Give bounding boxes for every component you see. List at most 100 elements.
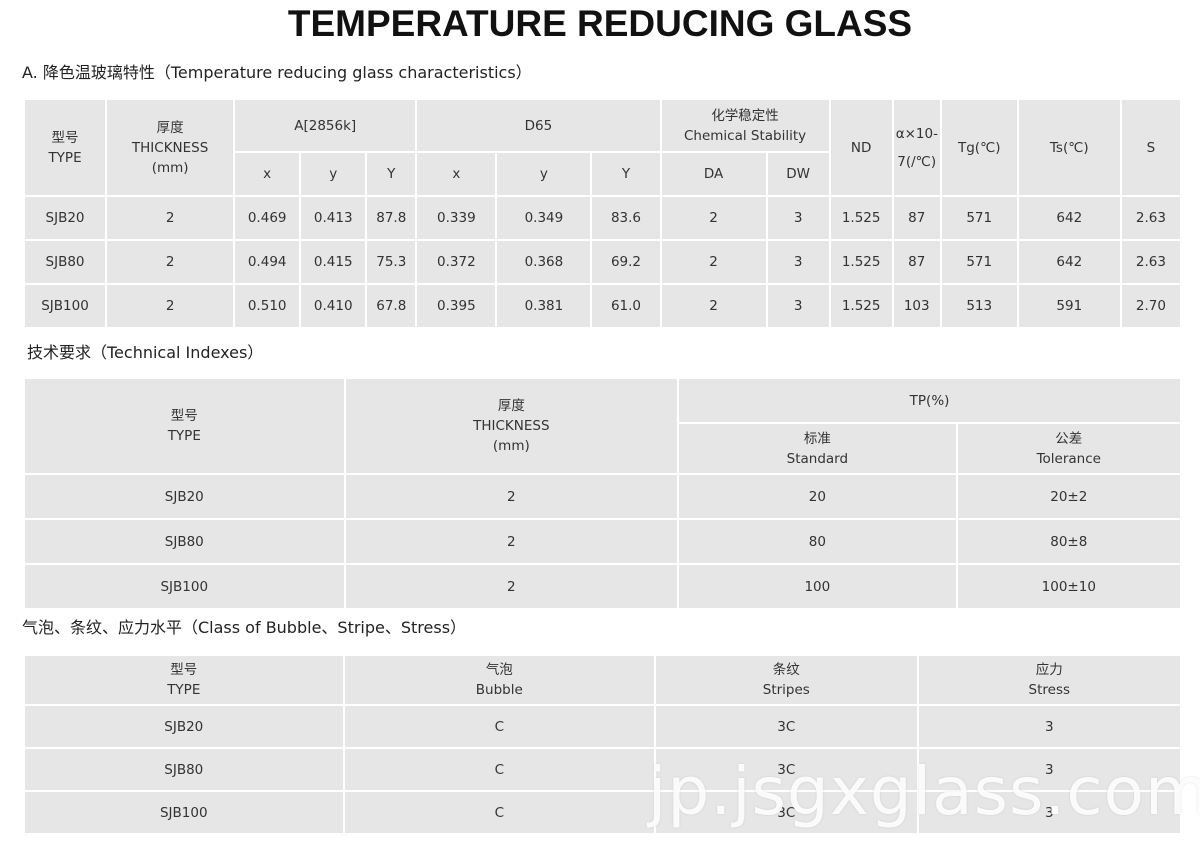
table-row: SJB80 C 3C 3 [25, 749, 1180, 790]
cell-thickness: 2 [345, 475, 678, 518]
cell-tg: 571 [941, 241, 1017, 283]
cell-a-Y: 67.8 [367, 285, 416, 327]
cell-stripes: 3C [656, 749, 917, 790]
header-stress: 应力 Stress [918, 656, 1180, 704]
header-type: 型号 TYPE [25, 379, 344, 473]
cell-bubble: C [344, 792, 655, 833]
cell-a-Y: 87.8 [367, 197, 416, 239]
cell-type: SJB20 [25, 475, 344, 518]
cell-a-x: 0.469 [235, 197, 300, 239]
cell-tolerance: 20±2 [957, 475, 1180, 518]
cell-s: 2.63 [1121, 241, 1180, 283]
cell-d-y: 0.381 [497, 285, 591, 327]
cell-dw: 3 [767, 285, 829, 327]
header-thickness: 厚度 THICKNESS (mm) [107, 100, 234, 195]
cell-type: SJB80 [25, 749, 343, 790]
header-tg: Tg(℃) [941, 100, 1017, 195]
header-tolerance: 公差 Tolerance [957, 424, 1180, 473]
table-row: SJB20 2 20 20±2 [25, 475, 1180, 518]
header-d65: D65 [417, 100, 660, 151]
table-row: SJB80 2 80 80±8 [25, 520, 1180, 563]
cell-tolerance: 100±10 [957, 565, 1180, 608]
cell-type: SJB20 [25, 706, 343, 747]
cell-s: 2.63 [1121, 197, 1180, 239]
header-ts: Ts(℃) [1018, 100, 1120, 195]
header-standard: 标准 Standard [679, 424, 956, 473]
cell-ts: 642 [1018, 197, 1120, 239]
cell-stripes: 3C [656, 706, 917, 747]
cell-nd: 1.525 [830, 197, 892, 239]
cell-d-x: 0.395 [417, 285, 496, 327]
cell-type: SJB80 [25, 241, 106, 283]
cell-tg: 571 [941, 197, 1017, 239]
cell-a-x: 0.494 [235, 241, 300, 283]
cell-da: 2 [661, 241, 766, 283]
cell-type: SJB100 [25, 792, 343, 833]
cell-type: SJB100 [25, 565, 344, 608]
cell-type: SJB20 [25, 197, 106, 239]
cell-type: SJB80 [25, 520, 344, 563]
cell-thickness: 2 [345, 520, 678, 563]
cell-d-Y: 69.2 [592, 241, 660, 283]
cell-da: 2 [661, 285, 766, 327]
cell-a-x: 0.510 [235, 285, 300, 327]
cell-thickness: 2 [107, 285, 234, 327]
header-d-Y: Y [592, 153, 660, 195]
table-row: SJB80 2 0.494 0.415 75.3 0.372 0.368 69.… [25, 241, 1180, 283]
header-nd: ND [830, 100, 892, 195]
cell-ts: 591 [1018, 285, 1120, 327]
cell-d-Y: 83.6 [592, 197, 660, 239]
cell-d-Y: 61.0 [592, 285, 660, 327]
cell-a-Y: 75.3 [367, 241, 416, 283]
header-d-y: y [497, 153, 591, 195]
header-type: 型号 TYPE [25, 100, 106, 195]
cell-bubble: C [344, 706, 655, 747]
header-alpha: α×10- 7(/℃) [893, 100, 940, 195]
technical-table: 型号 TYPE 厚度 THICKNESS (mm) TP(%) 标准 Stand… [23, 377, 1182, 610]
header-da: DA [661, 153, 766, 195]
cell-alpha: 87 [893, 197, 940, 239]
header-type: 型号 TYPE [25, 656, 343, 704]
cell-nd: 1.525 [830, 285, 892, 327]
table-row: SJB20 2 0.469 0.413 87.8 0.339 0.349 83.… [25, 197, 1180, 239]
cell-standard: 100 [679, 565, 956, 608]
header-a-Y: Y [367, 153, 416, 195]
header-stripes: 条纹 Stripes [656, 656, 917, 704]
cell-nd: 1.525 [830, 241, 892, 283]
header-tp: TP(%) [679, 379, 1180, 422]
cell-type: SJB100 [25, 285, 106, 327]
cell-standard: 20 [679, 475, 956, 518]
header-a-y: y [301, 153, 366, 195]
cell-tolerance: 80±8 [957, 520, 1180, 563]
bubble-section-label: 气泡、条纹、应力水平（Class of Bubble、Stripe、Stress… [22, 618, 467, 637]
cell-thickness: 2 [107, 241, 234, 283]
header-d-x: x [417, 153, 496, 195]
characteristics-table: 型号 TYPE 厚度 THICKNESS (mm) A[2856k] D65 化… [23, 98, 1182, 329]
bubble-table: 型号 TYPE 气泡 Bubble 条纹 Stripes 应力 Stress S… [23, 654, 1182, 835]
cell-d-x: 0.339 [417, 197, 496, 239]
cell-a-y: 0.413 [301, 197, 366, 239]
technical-section-label: 技术要求（Technical Indexes） [27, 343, 264, 362]
cell-alpha: 87 [893, 241, 940, 283]
cell-stress: 3 [918, 792, 1180, 833]
cell-a-y: 0.415 [301, 241, 366, 283]
header-thickness: 厚度 THICKNESS (mm) [345, 379, 678, 473]
cell-s: 2.70 [1121, 285, 1180, 327]
characteristics-section-label: A. 降色温玻璃特性（Temperature reducing glass ch… [22, 63, 532, 82]
header-bubble: 气泡 Bubble [344, 656, 655, 704]
page-title: TEMPERATURE REDUCING GLASS [287, 3, 913, 44]
cell-standard: 80 [679, 520, 956, 563]
cell-ts: 642 [1018, 241, 1120, 283]
cell-da: 2 [661, 197, 766, 239]
cell-d-y: 0.349 [497, 197, 591, 239]
header-dw: DW [767, 153, 829, 195]
table-row: SJB100 C 3C 3 [25, 792, 1180, 833]
cell-stress: 3 [918, 706, 1180, 747]
cell-d-y: 0.368 [497, 241, 591, 283]
table-row: SJB100 2 100 100±10 [25, 565, 1180, 608]
cell-bubble: C [344, 749, 655, 790]
cell-d-x: 0.372 [417, 241, 496, 283]
cell-thickness: 2 [107, 197, 234, 239]
cell-dw: 3 [767, 241, 829, 283]
cell-dw: 3 [767, 197, 829, 239]
